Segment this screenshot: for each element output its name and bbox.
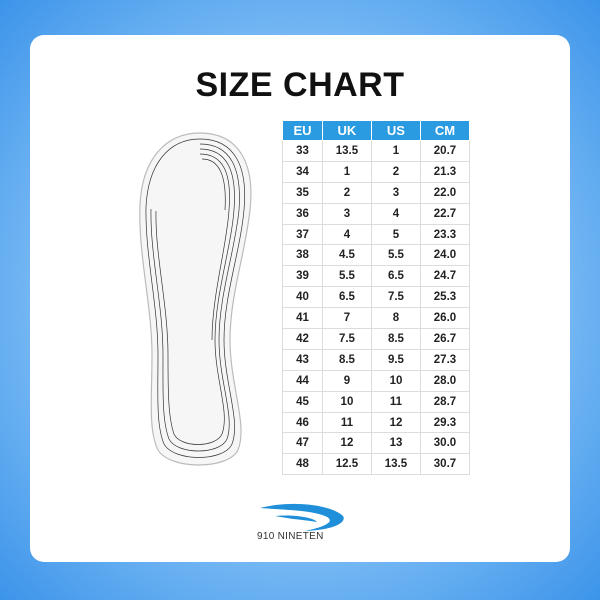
cell-cm: 30.0	[419, 432, 471, 455]
cell-us: 3	[370, 181, 421, 204]
table-row: 47 12 13 30.0	[282, 432, 471, 455]
cell-us: 4	[370, 202, 421, 225]
cell-uk: 11	[321, 411, 372, 434]
cell-eu: 39	[282, 265, 323, 288]
cell-cm: 26.0	[419, 307, 471, 330]
cell-us: 5.5	[370, 244, 421, 267]
cell-cm: 20.7	[419, 140, 471, 162]
table-row: 46 11 12 29.3	[282, 411, 471, 434]
cell-cm: 28.0	[419, 369, 471, 392]
table-row: 35 2 3 22.0	[282, 181, 471, 204]
cell-us: 7.5	[370, 286, 421, 309]
cell-uk: 1	[321, 160, 372, 183]
table-row: 34 1 2 21.3	[282, 160, 471, 183]
table-row: 42 7.5 8.5 26.7	[282, 328, 471, 350]
cell-uk: 12.5	[321, 453, 372, 476]
cell-cm: 25.3	[419, 286, 471, 309]
cell-uk: 10	[321, 390, 372, 413]
cell-uk: 13.5	[321, 140, 372, 162]
table-row: 44 9 10 28.0	[282, 369, 471, 392]
cell-uk: 6.5	[321, 286, 372, 309]
cell-eu: 43	[282, 348, 323, 371]
cell-eu: 36	[282, 202, 323, 225]
insole-icon	[139, 132, 252, 466]
cell-us: 13	[370, 432, 421, 455]
size-table: EU UK US CM 33 13.5 1 20.7 34 1 2 21.3 35 2 3 22.0 3…	[282, 120, 471, 476]
cell-us: 1	[370, 140, 421, 162]
cell-us: 13.5	[370, 453, 421, 476]
cell-cm: 24.0	[419, 244, 471, 267]
table-row: 48 12.5 13.5 30.7	[282, 453, 471, 476]
table-row: 39 5.5 6.5 24.7	[282, 265, 471, 288]
table-row: 40 6.5 7.5 25.3	[282, 286, 471, 309]
cell-eu: 35	[282, 181, 323, 204]
cell-cm: 23.3	[419, 223, 471, 246]
cell-uk: 2	[321, 181, 372, 204]
cell-eu: 38	[282, 244, 323, 267]
cell-cm: 21.3	[419, 160, 471, 183]
cell-uk: 7	[321, 307, 372, 330]
table-row: 37 4 5 23.3	[282, 223, 471, 246]
cell-cm: 28.7	[419, 390, 471, 413]
header-eu: EU	[282, 120, 323, 141]
cell-us: 9.5	[370, 348, 421, 371]
table-row: 38 4.5 5.5 24.0	[282, 244, 471, 267]
cell-us: 11	[370, 390, 421, 413]
cell-eu: 40	[282, 286, 323, 309]
cell-eu: 33	[282, 140, 323, 162]
cell-uk: 4	[321, 223, 372, 246]
cell-us: 10	[370, 369, 421, 392]
table-row: 36 3 4 22.7	[282, 202, 471, 225]
page-title: SIZE CHART	[195, 66, 405, 104]
cell-cm: 29.3	[419, 411, 471, 434]
cell-eu: 47	[282, 432, 323, 455]
cell-cm: 30.7	[419, 453, 471, 476]
cell-uk: 9	[321, 369, 372, 392]
header-us: US	[370, 120, 421, 141]
brand-name: 910 NINETEN	[257, 531, 324, 542]
cell-eu: 45	[282, 390, 323, 413]
cell-eu: 48	[282, 453, 323, 476]
table-row: 33 13.5 1 20.7	[282, 140, 471, 162]
cell-eu: 34	[282, 160, 323, 183]
cell-us: 5	[370, 223, 421, 246]
cell-uk: 4.5	[321, 244, 372, 267]
brand-logo-icon	[260, 503, 344, 531]
cell-us: 2	[370, 160, 421, 183]
cell-cm: 24.7	[419, 265, 471, 288]
cell-us: 12	[370, 411, 421, 434]
cell-eu: 37	[282, 223, 323, 246]
table-header-row: EU UK US CM	[282, 120, 471, 141]
cell-uk: 3	[321, 202, 372, 225]
cell-uk: 7.5	[321, 328, 372, 350]
cell-cm: 26.7	[419, 328, 471, 350]
cell-us: 8.5	[370, 328, 421, 350]
cell-eu: 41	[282, 307, 323, 330]
cell-uk: 5.5	[321, 265, 372, 288]
cell-uk: 8.5	[321, 348, 372, 371]
header-cm: CM	[419, 120, 471, 141]
header-uk: UK	[321, 120, 372, 141]
table-row: 41 7 8 26.0	[282, 307, 471, 330]
cell-eu: 44	[282, 369, 323, 392]
table-row: 45 10 11 28.7	[282, 390, 471, 413]
cell-cm: 22.0	[419, 181, 471, 204]
cell-cm: 27.3	[419, 348, 471, 371]
cell-uk: 12	[321, 432, 372, 455]
cell-us: 8	[370, 307, 421, 330]
cell-eu: 46	[282, 411, 323, 434]
table-row: 43 8.5 9.5 27.3	[282, 348, 471, 371]
cell-cm: 22.7	[419, 202, 471, 225]
cell-us: 6.5	[370, 265, 421, 288]
cell-eu: 42	[282, 328, 323, 350]
